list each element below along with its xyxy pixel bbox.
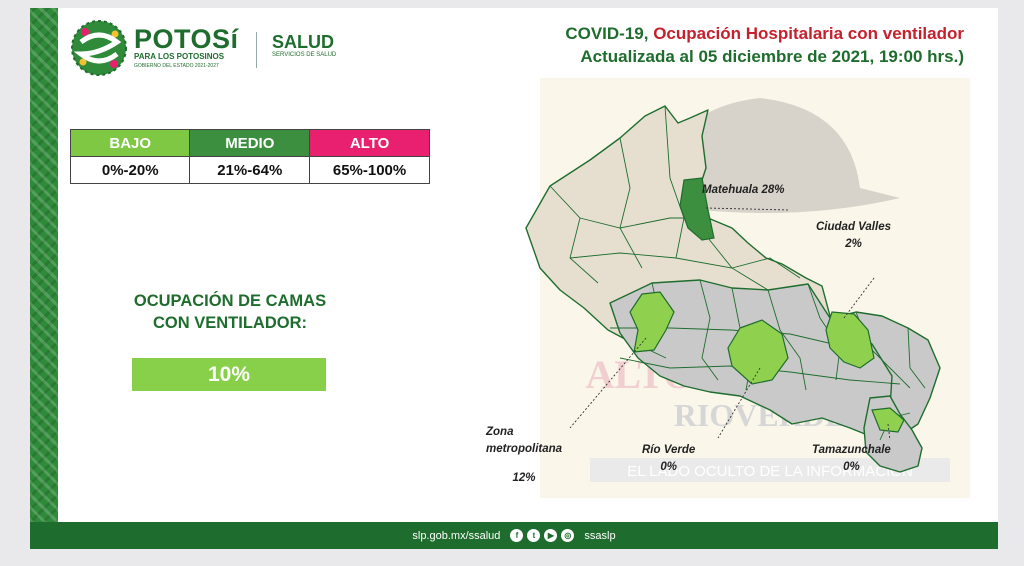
map-region-east — [831, 311, 941, 441]
label-zona-line2: metropolitana — [486, 443, 563, 455]
salud-title: SALUD — [272, 32, 334, 52]
brand-name: POTOSí — [134, 24, 239, 54]
brand-subline: GOBIERNO DEL ESTADO 2021-2027 — [134, 63, 219, 69]
label-tamazunchale-name: Tamazunchale — [812, 444, 891, 456]
salud-block: SALUD SERVICIOS DE SALUD — [272, 32, 336, 58]
title-prefix: COVID-19, — [565, 24, 654, 43]
legend-range-row: 0%-20% 21%-64% 65%-100% — [69, 156, 430, 184]
map-zona-metropolitana-region — [629, 291, 675, 353]
label-matehuala: Matehuala 28% — [702, 182, 784, 199]
label-leader-lines — [569, 207, 891, 441]
instagram-icon[interactable]: ◎ — [561, 529, 575, 542]
watermark-bottom-text: EL LADO OCULTO DE LA INFORMACIÓN — [627, 463, 913, 480]
label-matehuala-name: Matehuala — [702, 184, 759, 196]
legend-header-row: BAJO MEDIO ALTO — [69, 129, 430, 157]
header-divider — [256, 32, 257, 68]
page-title: COVID-19, Ocupación Hospitalaria con ven… — [565, 22, 964, 68]
legend-alto-label: ALTO — [309, 129, 430, 157]
occupancy-legend-table: BAJO MEDIO ALTO 0%-20% 21%-64% 65%-100% — [69, 129, 430, 184]
title-highlight: Ocupación Hospitalaria con ventilador — [653, 24, 964, 43]
brand-tagline: PARA LOS POTOSINOS — [134, 52, 225, 61]
occupancy-value-badge: 10% — [132, 358, 326, 391]
label-matehuala-value: 28% — [761, 184, 785, 196]
social-icons: f t ▶ ◎ — [510, 529, 575, 542]
state-map: ALTO AL ROSTRO RIOVERDE EL LADO OCULTO D… — [525, 78, 970, 498]
label-tamazunchale-value: 0% — [843, 461, 860, 473]
label-rio-verde-name: Río Verde — [642, 444, 696, 456]
occupancy-label-line1: OCUPACIÓN DE CAMAS — [133, 292, 327, 310]
update-subtitle: Actualizada al 05 diciembre de 2021, 19:… — [580, 47, 964, 66]
infographic-card: POTOSí PARA LOS POTOSINOS GOBIERNO DEL E… — [30, 8, 998, 549]
footer-bar: slp.gob.mx/ssalud f t ▶ ◎ ssaslp — [30, 522, 998, 549]
occupancy-label-line2: CON VENTILADOR: — [153, 314, 307, 332]
label-ciudad-valles: Ciudad Valles 2% — [816, 219, 891, 253]
label-zona-line1: Zona — [486, 426, 514, 438]
legend-medio-label: MEDIO — [189, 129, 311, 157]
label-rio-verde: Río Verde 0% — [642, 442, 695, 476]
decorative-side-stripe — [30, 8, 58, 522]
map-matehuala-region — [679, 177, 715, 241]
footer-handle[interactable]: ssaslp — [584, 529, 616, 542]
brand-block: POTOSí PARA LOS POTOSINOS GOBIERNO DEL E… — [134, 26, 239, 70]
legend-bajo-range: 0%-20% — [69, 156, 191, 184]
map-rio-verde-region — [727, 319, 789, 385]
map-tamazunchale-region — [871, 407, 905, 433]
label-ciudad-valles-value: 2% — [845, 238, 862, 250]
label-tamazunchale: Tamazunchale 0% — [812, 442, 891, 476]
salud-subtitle: SERVICIOS DE SALUD — [272, 52, 337, 58]
youtube-icon[interactable]: ▶ — [544, 529, 558, 542]
label-zona-value: 12% — [512, 472, 536, 484]
legend-bajo-label: BAJO — [69, 129, 191, 157]
label-zona-metropolitana: Zona metropolitana 12% — [486, 424, 562, 487]
map-ciudad-valles-region — [825, 311, 875, 369]
occupancy-label: OCUPACIÓN DE CAMAS CON VENTILADOR: — [100, 290, 360, 334]
label-rio-verde-value: 0% — [660, 461, 677, 473]
facebook-icon[interactable]: f — [510, 529, 524, 542]
potosi-logo-icon — [71, 20, 127, 76]
legend-alto-range: 65%-100% — [309, 156, 430, 184]
twitter-icon[interactable]: t — [527, 529, 541, 542]
label-ciudad-valles-name: Ciudad Valles — [816, 221, 891, 233]
legend-medio-range: 21%-64% — [189, 156, 311, 184]
footer-url[interactable]: slp.gob.mx/ssalud — [412, 529, 501, 542]
